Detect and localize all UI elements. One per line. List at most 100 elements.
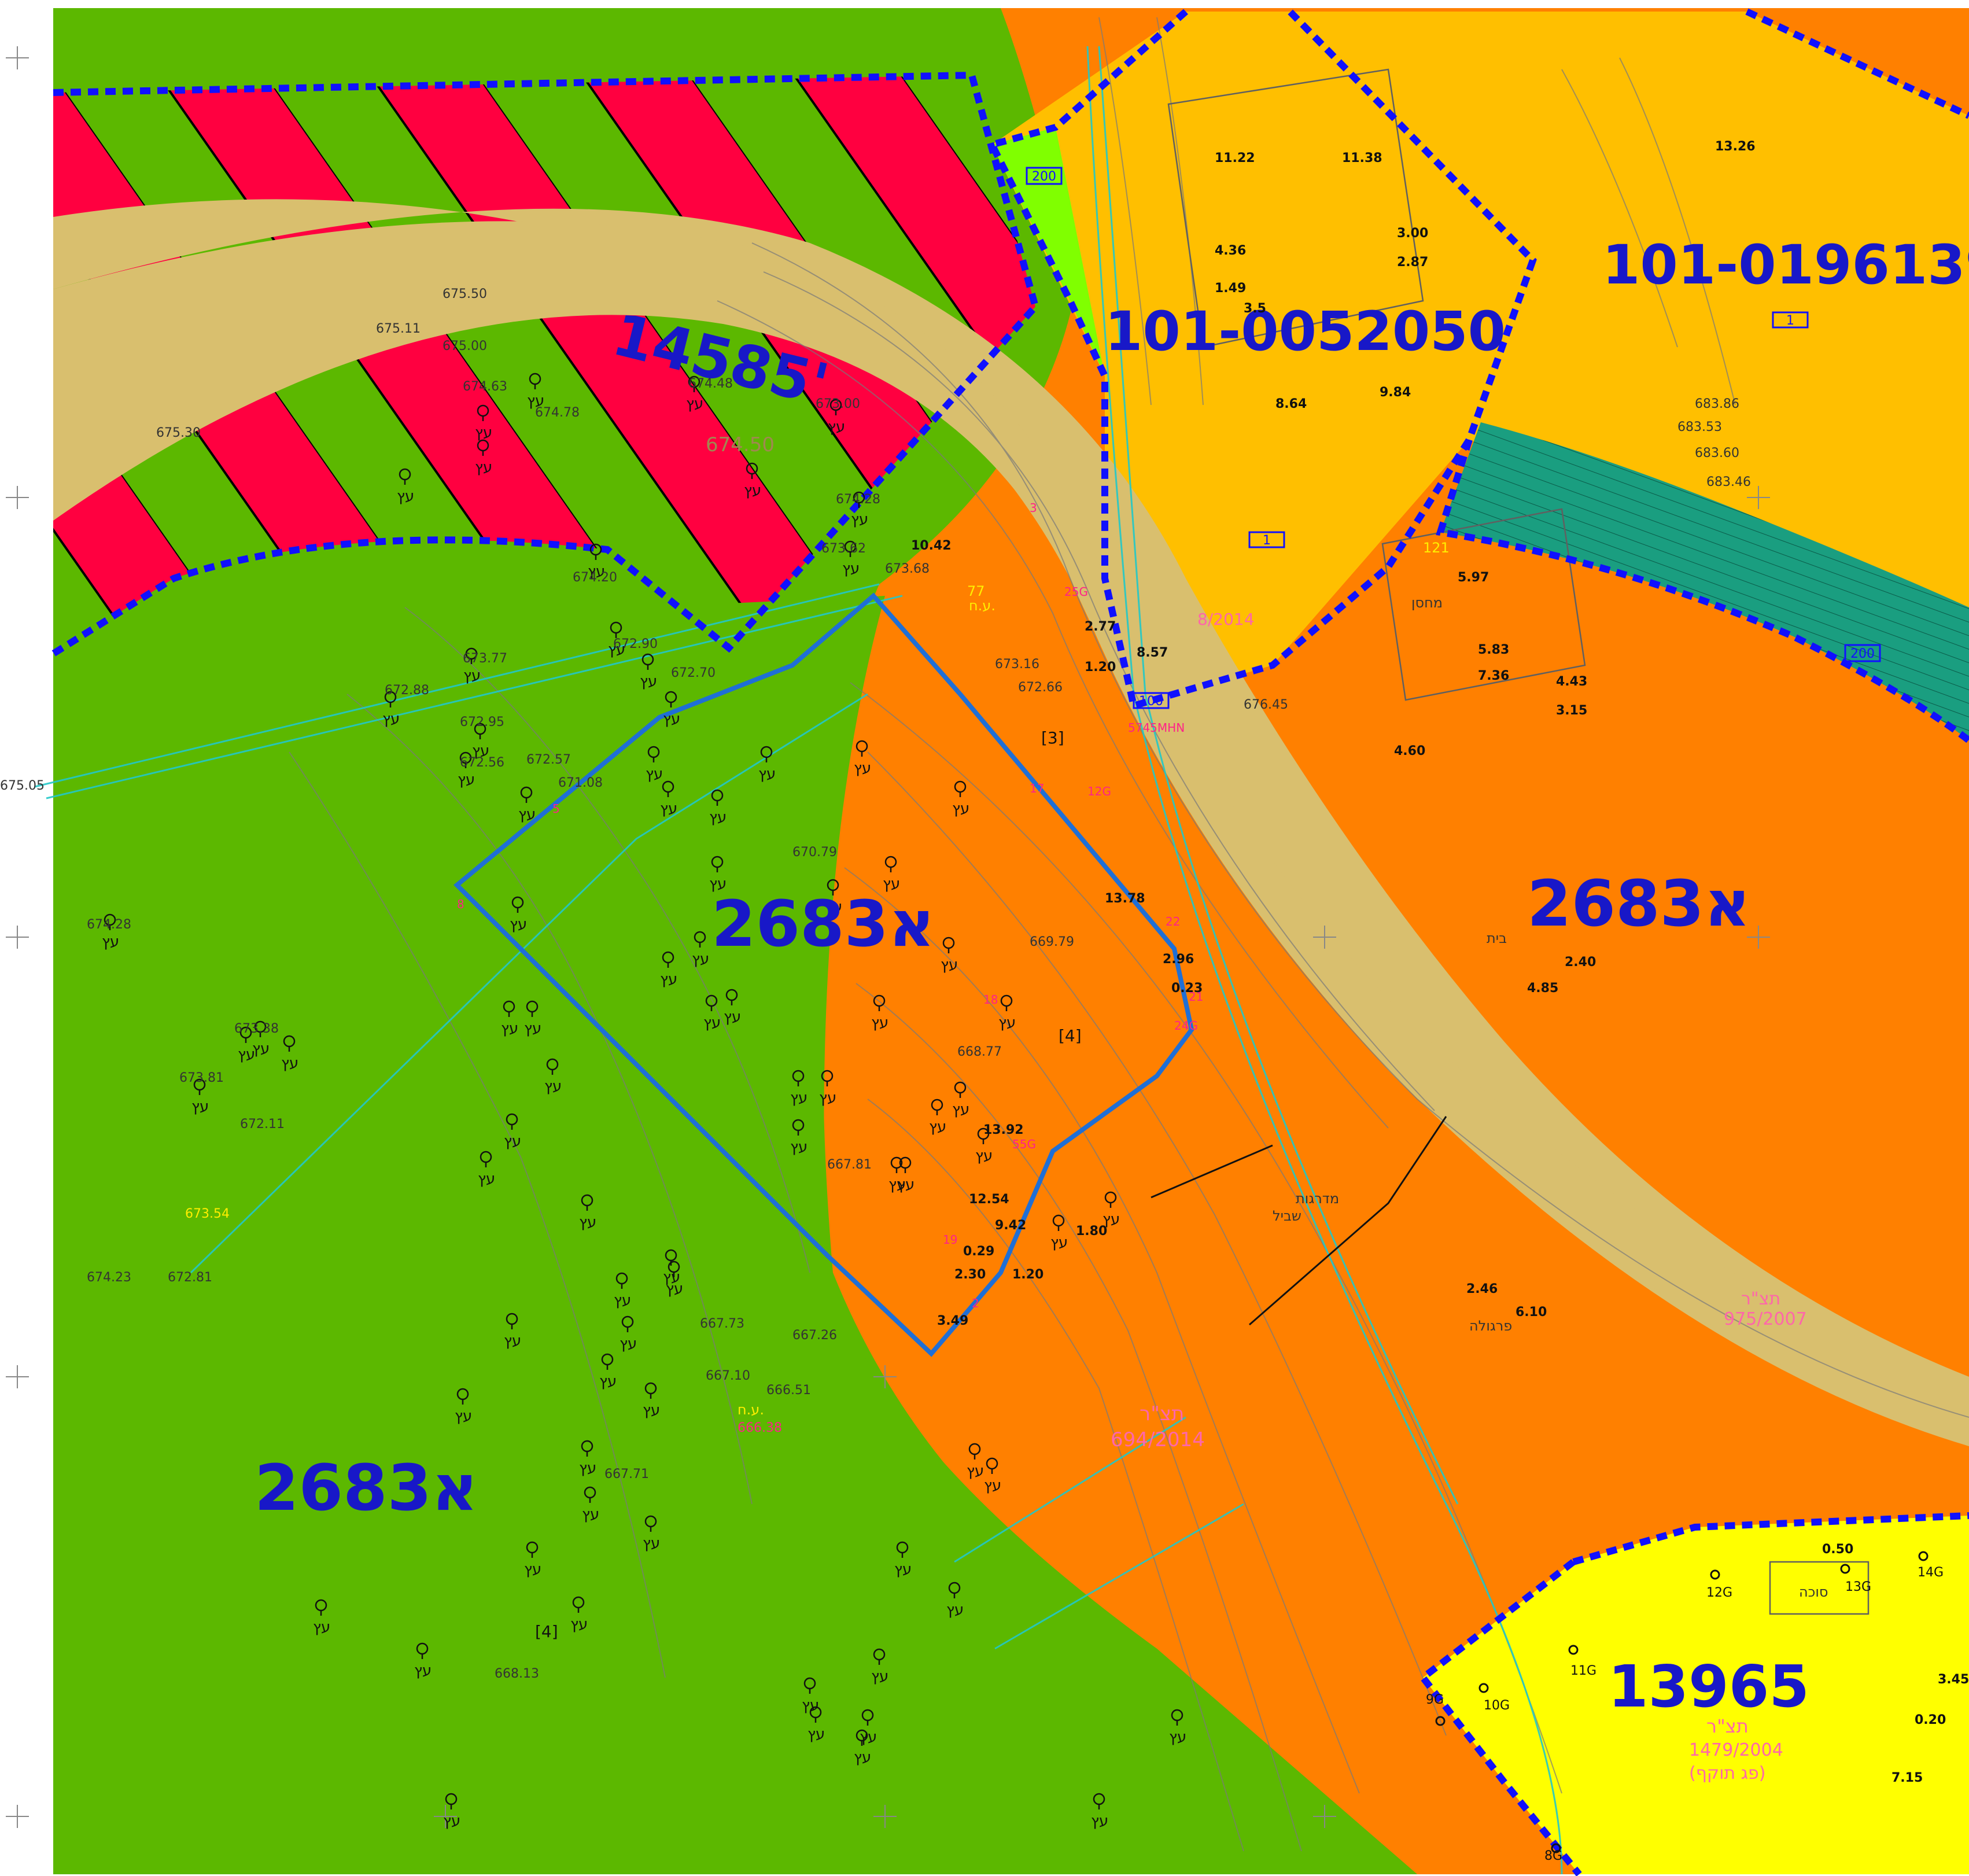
tzyr-694-number: 694/2014 (1111, 1428, 1205, 1451)
note-path: שביל (1273, 1208, 1301, 1224)
note-storage: מחסן (1411, 595, 1443, 611)
tzyr-1479-status: (פג תוקף) (1689, 1763, 1765, 1783)
plan-label-13965: 13965 (1608, 1653, 1809, 1720)
dim: 5.83 (1478, 643, 1509, 657)
boxes: 200 200 100 1 1 (1026, 167, 1881, 709)
elev: 672.90 (613, 637, 658, 651)
elev: 673.00 (816, 397, 860, 411)
tree-label: עץ (897, 1176, 915, 1193)
dim: 8.57 (1137, 646, 1168, 660)
tree-label: עץ (842, 560, 860, 577)
tree-label: עץ (643, 1535, 660, 1552)
elev: 672.95 (460, 715, 504, 729)
tree-label: עץ (646, 765, 663, 783)
box-100-label: 100 (1139, 694, 1163, 709)
tree-icon: עץ (414, 1642, 432, 1679)
plan-label-2683-center: 2683א (711, 887, 935, 961)
tree-label: עץ (524, 1020, 541, 1037)
elev: 672.81 (168, 1270, 212, 1285)
point-24g: 24G (1174, 1019, 1198, 1033)
tzyr-694-title: תצ"ר (1140, 1402, 1184, 1425)
bracket-4-bottom: [4] (535, 1622, 558, 1641)
tree-icon: עץ (313, 1599, 330, 1636)
contour-lines (289, 17, 1969, 1852)
tree-icon: עץ (967, 1443, 984, 1480)
elev: 667.26 (792, 1328, 837, 1343)
dim: 7.15 (1891, 1771, 1923, 1785)
tree-label: עץ (475, 424, 492, 441)
dim: 4.43 (1556, 675, 1587, 689)
elev: 683.86 (1695, 397, 1739, 411)
elev: 667.81 (827, 1158, 872, 1172)
tree-label: עץ (382, 710, 400, 728)
elev: 674.23 (87, 1270, 131, 1285)
dim: 1.80 (1076, 1224, 1107, 1239)
tree-icon: עץ (692, 931, 709, 968)
plan-boundaries (51, 8, 1969, 1876)
tree-label: עץ (281, 1055, 298, 1072)
point-21: 21 (1189, 990, 1203, 1004)
g-point-markers (1435, 1551, 1929, 1853)
tree-label: עץ (472, 742, 489, 760)
tree-label: עץ (790, 1138, 807, 1156)
tree-icon: עץ (620, 1315, 637, 1352)
elev: 683.46 (1706, 475, 1751, 489)
tree-icon: עץ (102, 913, 119, 950)
dim: 1.49 (1215, 281, 1246, 296)
tree-label: עץ (666, 1280, 683, 1298)
g-points: 8G 9G 10G 11G 12G 13G 14G (1426, 1565, 1944, 1863)
tree-label: עץ (854, 1749, 871, 1766)
road-tan-lower (53, 221, 1969, 1446)
tree-label: עץ (588, 563, 605, 580)
elevation-labels: 675.50 675.11 675.00 675.30 674.63 674.7… (0, 287, 1751, 1681)
box-100 (1133, 692, 1170, 709)
elev: 667.73 (700, 1317, 744, 1331)
tree-label: עץ (599, 1373, 617, 1390)
tree-label: עץ (975, 1147, 993, 1164)
tree-label: עץ (888, 1176, 906, 1193)
tree-icon: עץ (897, 1156, 915, 1193)
tzyr-top-partial: 8/2014 (1197, 610, 1255, 629)
tree-icon: עץ (984, 1457, 1001, 1494)
tree-label: עץ (1091, 1812, 1108, 1830)
elev: 674.50 (706, 433, 775, 456)
tree-icon: עץ (455, 1388, 472, 1425)
dim: 3.5 (1244, 301, 1266, 316)
tree-label: עץ (614, 1292, 631, 1309)
point-8: 8 (457, 897, 464, 911)
point-19: 19 (943, 1233, 957, 1247)
tree-label: עץ (825, 898, 842, 916)
dim: 6.10 (1516, 1305, 1547, 1320)
tree-label: עץ (967, 1462, 984, 1480)
tree-icon: עץ (527, 373, 544, 410)
tree-icon: עץ (501, 1000, 518, 1037)
tree-label: עץ (819, 1089, 836, 1107)
dim: 3.45 (1938, 1672, 1969, 1687)
elev: 674.20 (573, 570, 617, 585)
elev: 671.08 (558, 776, 603, 790)
box-200-left (1026, 167, 1063, 185)
point-14g: 14G (1918, 1565, 1944, 1580)
wall-lines (1151, 1116, 1447, 1326)
tree-label: עץ (620, 1335, 637, 1352)
box-1-center-label: 1 (1263, 533, 1271, 548)
point-17: 17 (1030, 782, 1044, 795)
tree-label: עץ (660, 971, 677, 988)
plan-label-2683-bottom: 2683א (255, 1451, 478, 1525)
point-3: 3 (1030, 501, 1037, 515)
tree-icon: עץ (660, 780, 677, 817)
zone-green-lower (53, 596, 1417, 1874)
tree-label: עץ (663, 710, 680, 728)
tree-label: עץ (579, 1214, 596, 1231)
tree-label: עץ (929, 1118, 946, 1136)
tree-label: עץ (984, 1477, 1001, 1494)
tzyr-1479-number: 1479/2004 (1689, 1740, 1783, 1760)
note-tree-77: 77 (967, 583, 985, 599)
elev: 672.66 (1018, 680, 1063, 695)
tree-icon: עץ (643, 1382, 660, 1419)
tree-icon: עץ (582, 1486, 599, 1523)
tzyr-975-number: 975/2007 (1724, 1309, 1807, 1329)
bracket-4-center: [4] (1059, 1026, 1082, 1045)
tree-icon: עץ (643, 1515, 660, 1552)
